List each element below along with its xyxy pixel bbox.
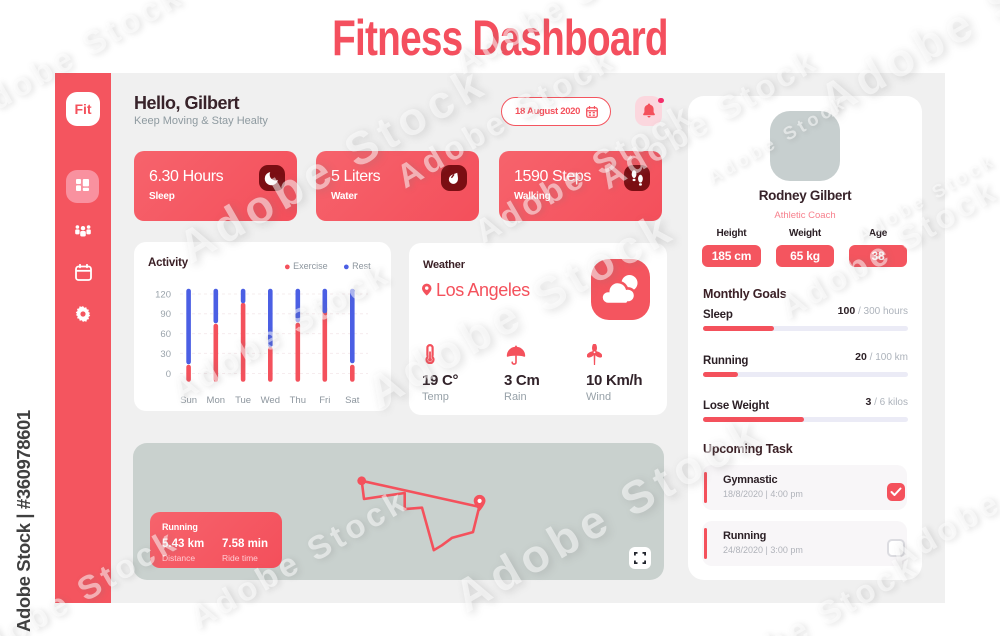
svg-text:0: 0 [166,369,171,380]
svg-text:30: 30 [160,349,171,360]
svg-text:60: 60 [160,329,171,340]
svg-text:90: 90 [160,309,171,320]
svg-text:Mon: Mon [207,395,225,406]
svg-text:Sun: Sun [180,395,197,406]
svg-text:Thu: Thu [290,395,306,406]
svg-text:120: 120 [155,290,171,301]
svg-text:Tue: Tue [235,395,251,406]
svg-text:Wed: Wed [261,395,280,406]
svg-text:Sat: Sat [345,395,360,406]
svg-text:Fri: Fri [319,395,330,406]
